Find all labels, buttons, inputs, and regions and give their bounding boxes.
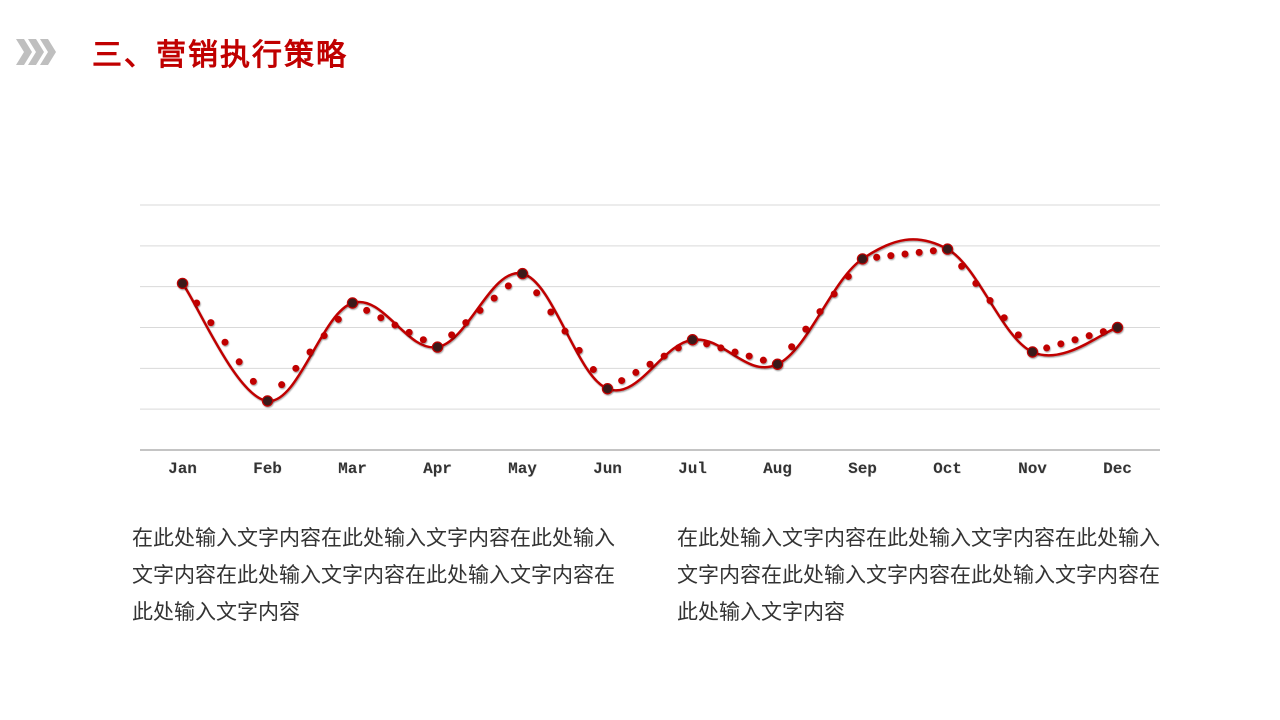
text-block-left: 在此处输入文字内容在此处输入文字内容在此处输入文字内容在此处输入文字内容在此处输…: [132, 520, 617, 630]
x-axis-label: Oct: [905, 460, 990, 478]
description-blocks: 在此处输入文字内容在此处输入文字内容在此处输入文字内容在此处输入文字内容在此处输…: [132, 520, 1162, 630]
x-axis-label: Sep: [820, 460, 905, 478]
x-axis-label: Nov: [990, 460, 1075, 478]
x-axis-label: Dec: [1075, 460, 1160, 478]
slide-header: 三、营销执行策略: [16, 30, 348, 74]
line-chart: [140, 195, 1160, 460]
chart-x-axis-labels: JanFebMarAprMayJunJulAugSepOctNovDec: [140, 460, 1160, 478]
x-axis-label: Jul: [650, 460, 735, 478]
chart-canvas: [140, 195, 1160, 460]
x-axis-label: Jun: [565, 460, 650, 478]
x-axis-label: Mar: [310, 460, 395, 478]
x-axis-label: Feb: [225, 460, 310, 478]
text-block-right: 在此处输入文字内容在此处输入文字内容在此处输入文字内容在此处输入文字内容在此处输…: [677, 520, 1162, 630]
x-axis-label: Apr: [395, 460, 480, 478]
x-axis-label: Aug: [735, 460, 820, 478]
chevron-icon: [16, 39, 60, 65]
x-axis-label: Jan: [140, 460, 225, 478]
page-title: 三、营销执行策略: [92, 30, 348, 74]
x-axis-label: May: [480, 460, 565, 478]
